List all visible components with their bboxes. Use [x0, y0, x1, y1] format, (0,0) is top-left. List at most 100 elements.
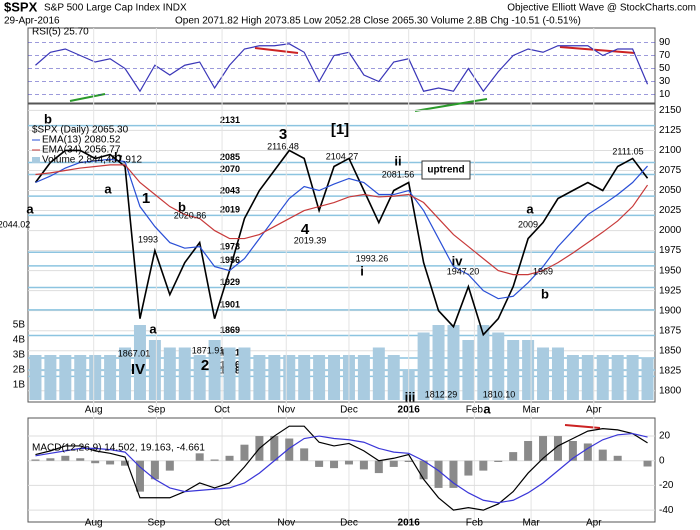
- legend-entry: EMA(13) 2080.52: [42, 135, 121, 146]
- histogram-bar: [389, 460, 398, 467]
- y-tick-label: -40: [659, 505, 674, 516]
- wave-label: b: [114, 149, 122, 164]
- x-tick-label: Aug: [85, 518, 103, 529]
- y-tick-label: 1850: [659, 345, 682, 356]
- series-line: [35, 425, 648, 511]
- panel-legend: MACD(12,26,9) 14.502, 19.163, -4.661: [32, 443, 205, 454]
- level-label: 2085: [220, 152, 240, 162]
- wave-label: IV: [131, 361, 145, 378]
- wave-label: iv: [452, 253, 464, 268]
- y-tick-label: 1875: [659, 325, 682, 336]
- legend-swatch: [32, 157, 40, 163]
- volume-bar: [507, 340, 520, 400]
- price-label: 2116.48: [267, 141, 299, 151]
- volume-bar: [581, 355, 594, 400]
- volume-bar: [133, 325, 146, 400]
- price-label: 2009: [518, 219, 538, 229]
- histogram-bar: [91, 460, 100, 464]
- price-label: 2104.27: [326, 151, 359, 161]
- volume-bar: [119, 347, 132, 400]
- wave-label: b: [44, 111, 52, 126]
- x-tick-label: 2016: [398, 518, 421, 529]
- x-tick-label: Mar: [522, 405, 540, 416]
- volume-tick-label: 4B: [13, 335, 26, 346]
- volume-bar: [596, 355, 609, 400]
- price-label: 1993.26: [356, 253, 389, 263]
- volume-bar: [193, 355, 206, 400]
- macd-panel: [27, 417, 656, 523]
- histogram-bar: [553, 436, 562, 461]
- volume-bar: [522, 340, 535, 400]
- price-label: 1993: [138, 234, 158, 244]
- histogram-bar: [449, 460, 458, 488]
- x-tick-label: Nov: [277, 518, 295, 529]
- volume-tick-label: 1B: [13, 380, 26, 391]
- y-tick-label: 2125: [659, 125, 682, 136]
- histogram-bar: [509, 452, 518, 461]
- x-tick-label: Aug: [85, 405, 103, 416]
- volume-bar: [462, 340, 475, 400]
- wave-label: a: [26, 201, 34, 216]
- histogram-bar: [76, 458, 85, 461]
- histogram-bar: [524, 440, 533, 461]
- x-tick-label: Dec: [340, 518, 358, 529]
- y-tick-label: 2050: [659, 185, 682, 196]
- x-tick-label: Mar: [522, 518, 540, 529]
- legend-entry: EMA(34) 2056.77: [42, 145, 121, 156]
- wave-label: i: [360, 263, 364, 278]
- volume-bar: [313, 355, 326, 400]
- y-tick-label: 0: [659, 455, 665, 466]
- wave-label: a: [104, 181, 112, 196]
- volume-bar: [298, 355, 311, 400]
- wave-label: b: [178, 199, 186, 214]
- histogram-bar: [494, 460, 503, 462]
- volume-bar: [551, 347, 564, 400]
- volume-bar: [208, 340, 221, 400]
- volume-bar: [89, 355, 102, 400]
- divergence: [414, 98, 488, 112]
- histogram-bar: [479, 460, 488, 471]
- y-tick-label: 2075: [659, 165, 682, 176]
- y-tick-label: 20: [659, 431, 671, 442]
- divergence: [254, 47, 299, 54]
- histogram-bar: [344, 460, 353, 465]
- x-tick-label: Sep: [147, 518, 165, 529]
- volume-bar: [178, 347, 191, 400]
- level-label: 2131: [220, 115, 240, 125]
- y-tick-label: 2100: [659, 145, 682, 156]
- histogram-bar: [613, 455, 622, 461]
- histogram-bar: [404, 460, 413, 462]
- y-tick-label: 30: [659, 76, 671, 87]
- rsi-panel: [27, 27, 656, 104]
- price-label: 1812.29: [425, 389, 458, 399]
- price-label: 2081.56: [382, 169, 415, 179]
- histogram-bar: [240, 444, 249, 461]
- volume-bar: [357, 355, 370, 400]
- wave-label: iii: [405, 389, 416, 404]
- x-tick-label: 2016: [398, 405, 421, 416]
- volume-bar: [253, 355, 266, 400]
- wave-label: 2: [201, 357, 209, 374]
- x-tick-label: Oct: [214, 518, 230, 529]
- level-label: 2070: [220, 164, 240, 174]
- divergence: [69, 93, 106, 102]
- level-label: 1901: [220, 299, 240, 309]
- price-label: 1969: [533, 266, 553, 276]
- wave-label: a: [149, 321, 157, 336]
- volume-tick-label: 3B: [13, 350, 26, 361]
- x-tick-label: Feb: [466, 518, 484, 529]
- volume-bar: [223, 347, 236, 400]
- y-tick-label: 1825: [659, 365, 682, 376]
- volume-bar: [626, 355, 639, 400]
- price-label: 1947.20: [447, 266, 480, 276]
- volume-bar: [29, 355, 42, 400]
- histogram-bar: [315, 460, 324, 467]
- symbol: $SPX: [4, 0, 38, 14]
- x-tick-label: Apr: [586, 518, 602, 529]
- volume-bar: [537, 347, 550, 400]
- histogram-bar: [270, 436, 279, 461]
- price-label: 2019.39: [294, 235, 327, 245]
- wave-label: 3: [279, 126, 287, 143]
- histogram-bar: [419, 460, 428, 480]
- y-tick-label: 1925: [659, 285, 682, 296]
